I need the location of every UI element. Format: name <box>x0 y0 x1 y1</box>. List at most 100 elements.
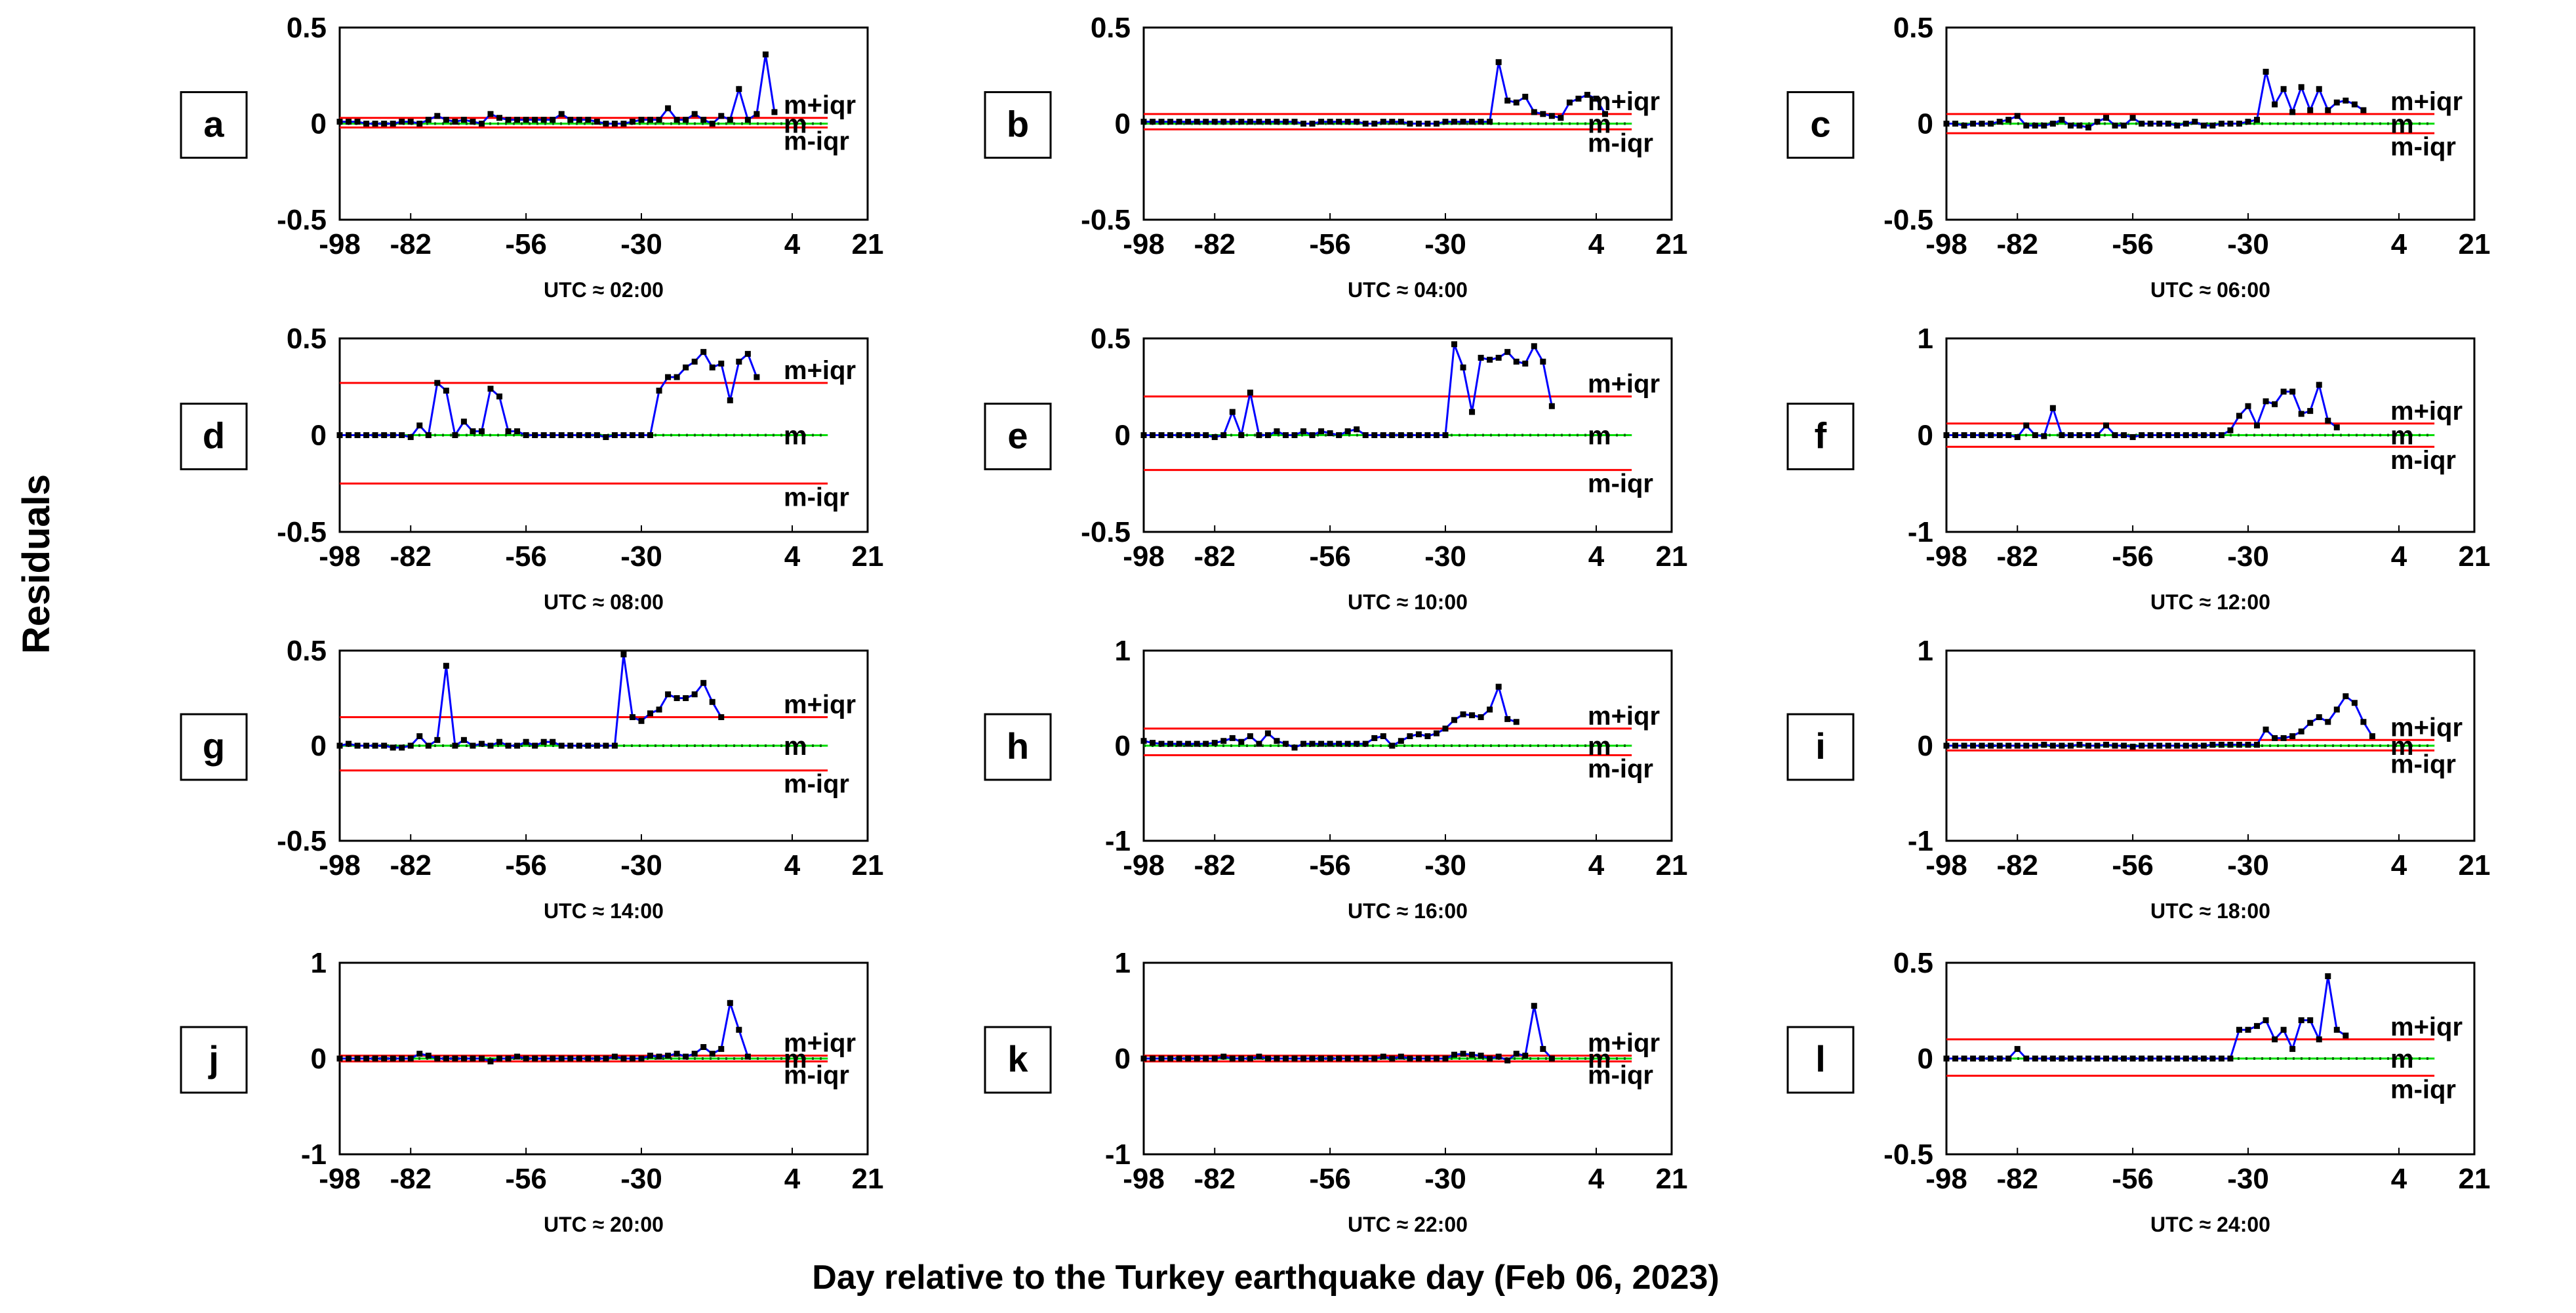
lower-line-label: m-iqr <box>784 1060 849 1089</box>
x-tick-label: -30 <box>2227 1163 2269 1195</box>
data-point <box>1318 119 1325 125</box>
x-tick-label: -82 <box>1194 1163 1236 1195</box>
data-point <box>1398 432 1404 438</box>
data-point <box>1424 1055 1431 1062</box>
data-point <box>594 1055 600 1062</box>
data-point <box>425 432 432 438</box>
x-tick-label: 4 <box>2391 228 2407 260</box>
data-point <box>2014 1045 2021 1052</box>
data-point <box>2289 733 2296 739</box>
data-point <box>1140 738 1147 744</box>
data-point <box>2272 1036 2278 1043</box>
data-point <box>1256 740 1262 747</box>
data-point <box>2129 1055 2136 1062</box>
data-point <box>2218 121 2224 127</box>
data-point <box>487 111 494 117</box>
data-point <box>2121 122 2127 129</box>
x-tick-label: 21 <box>852 849 884 881</box>
data-point <box>629 1055 635 1062</box>
x-tick-label: 21 <box>1656 1163 1688 1195</box>
x-tick-label: -98 <box>1925 1163 1967 1195</box>
data-point <box>1327 740 1333 747</box>
data-point <box>1220 119 1227 125</box>
data-point <box>1336 1055 1342 1062</box>
x-tick-label: -30 <box>1424 1163 1466 1195</box>
upper-line-label: m+iqr <box>784 1029 856 1058</box>
data-point <box>665 1053 672 1059</box>
data-point <box>2067 742 2074 749</box>
data-point <box>1247 1055 1253 1062</box>
data-point <box>2183 121 2189 127</box>
data-point <box>709 698 715 705</box>
data-point <box>1140 432 1147 438</box>
y-tick-label: 0 <box>1918 730 1933 762</box>
data-point <box>505 428 512 435</box>
panel-letter-box <box>180 713 248 781</box>
x-tick-label: -98 <box>319 228 361 260</box>
panel-caption: UTC ≈ 22:00 <box>1348 1213 1468 1236</box>
data-point <box>2333 424 2340 431</box>
y-tick-label: -0.5 <box>277 825 327 857</box>
data-point <box>1229 409 1236 415</box>
data-point <box>2343 97 2349 104</box>
upper-line-label: m+iqr <box>2390 87 2463 116</box>
data-point <box>1176 740 1182 747</box>
data-point <box>736 358 742 365</box>
data-point <box>2085 1055 2091 1062</box>
data-point <box>2014 434 2021 440</box>
data-point <box>2245 742 2251 748</box>
data-point <box>1943 1055 1950 1062</box>
data-point <box>399 1055 405 1062</box>
data-point <box>1398 119 1404 125</box>
data-point <box>2156 432 2163 438</box>
data-point <box>496 115 503 121</box>
data-point <box>2049 121 2056 127</box>
data-point <box>372 432 378 438</box>
data-point <box>1540 1045 1546 1052</box>
data-point <box>1996 432 2003 438</box>
data-point <box>1362 740 1369 747</box>
data-point <box>1522 1053 1529 1059</box>
data-point <box>674 1051 680 1057</box>
data-point <box>2165 121 2171 127</box>
data-point <box>1309 121 1316 127</box>
data-point <box>1961 432 1967 438</box>
data-point <box>1362 432 1369 438</box>
data-point <box>1961 122 1967 129</box>
data-point <box>1371 121 1378 127</box>
data-point <box>576 117 582 123</box>
data-point <box>460 1055 467 1062</box>
data-point <box>1354 426 1360 433</box>
data-point <box>346 740 352 747</box>
data-point <box>620 651 627 658</box>
data-point <box>1203 1055 1209 1062</box>
data-point <box>762 51 769 58</box>
data-point <box>2041 122 2047 129</box>
data-point <box>2067 1055 2074 1062</box>
panel-letter: g <box>203 725 225 767</box>
data-point <box>434 380 441 386</box>
panel-letter: f <box>1815 415 1827 456</box>
data-point <box>1495 355 1502 361</box>
x-tick-label: 21 <box>852 1163 884 1195</box>
data-point <box>2200 742 2207 749</box>
data-point <box>2343 693 2349 700</box>
data-point <box>558 1055 565 1062</box>
data-point <box>1318 1055 1325 1062</box>
data-point <box>2112 432 2118 438</box>
data-point <box>567 117 574 123</box>
data-point <box>1389 1055 1396 1062</box>
data-point <box>1194 1055 1200 1062</box>
panel-letter-box <box>180 403 248 470</box>
data-point <box>1362 1055 1369 1062</box>
x-tick-label: -82 <box>1194 228 1236 260</box>
data-point <box>1354 1055 1360 1062</box>
x-tick-label: 21 <box>2459 228 2491 260</box>
median-line-label: m <box>2390 422 2414 451</box>
data-point <box>1407 432 1413 438</box>
data-point <box>1952 121 1959 127</box>
data-point <box>1961 1055 1967 1062</box>
